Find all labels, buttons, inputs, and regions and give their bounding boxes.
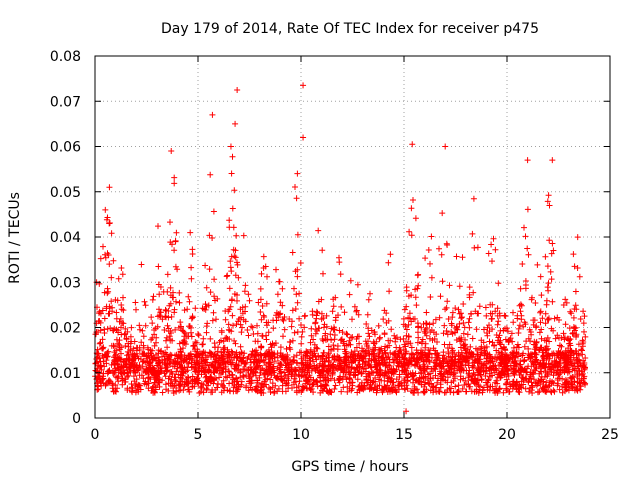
notable-point-5 bbox=[227, 143, 234, 150]
x-tick-label-5: 25 bbox=[601, 427, 619, 443]
grid-lines bbox=[95, 56, 610, 418]
notable-point-12 bbox=[106, 184, 113, 191]
y-tick-label-6: 0.06 bbox=[50, 140, 81, 156]
notable-point-11 bbox=[102, 206, 109, 213]
y-tick-label-7: 0.07 bbox=[50, 94, 81, 110]
x-tick-label-0: 0 bbox=[91, 427, 100, 443]
notable-point-10 bbox=[549, 157, 556, 164]
notable-point-7 bbox=[442, 143, 449, 150]
notable-point-2 bbox=[300, 134, 307, 141]
notable-point-8 bbox=[168, 148, 175, 155]
x-tick-label-2: 10 bbox=[292, 427, 310, 443]
notable-point-1 bbox=[300, 82, 307, 89]
y-tick-label-8: 0.08 bbox=[50, 49, 81, 65]
notable-point-9 bbox=[524, 157, 531, 164]
x-axis-label: GPS time / hours bbox=[291, 459, 408, 475]
y-tick-label-2: 0.02 bbox=[50, 321, 81, 337]
notable-point-4 bbox=[232, 120, 239, 127]
roti-scatter-points bbox=[92, 153, 589, 397]
x-tick-label-3: 15 bbox=[395, 427, 413, 443]
chart-title: Day 179 of 2014, Rate Of TEC Index for r… bbox=[161, 21, 539, 37]
x-tick-label-1: 5 bbox=[194, 427, 203, 443]
notable-point-0 bbox=[234, 86, 241, 93]
axis-ticks: 0 5 10 15 20 25 0 0.01 0.02 0.03 0.04 0.05 0.06 0.07 0… bbox=[50, 49, 619, 443]
notable-point-6 bbox=[409, 141, 416, 148]
y-axis-label: ROTI / TECUs bbox=[7, 192, 23, 284]
data-points bbox=[92, 82, 589, 415]
notable-point-3 bbox=[209, 111, 216, 118]
notable-point-13 bbox=[403, 408, 410, 415]
y-tick-label-0: 0 bbox=[72, 411, 81, 427]
y-tick-label-4: 0.04 bbox=[50, 230, 81, 246]
y-tick-label-5: 0.05 bbox=[50, 185, 81, 201]
x-tick-label-4: 20 bbox=[498, 427, 516, 443]
y-tick-label-3: 0.03 bbox=[50, 275, 81, 291]
y-tick-label-1: 0.01 bbox=[50, 366, 81, 382]
